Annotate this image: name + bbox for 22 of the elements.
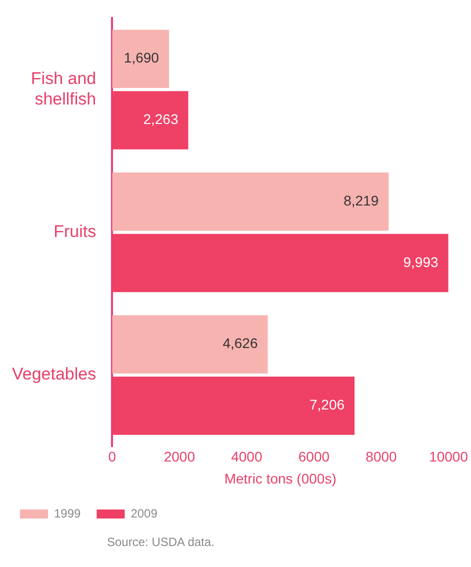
y-tick-label: Fruits	[54, 222, 96, 241]
bar	[112, 30, 169, 88]
bar	[112, 172, 389, 231]
x-tick-label: 6000	[298, 448, 330, 465]
x-tick-label: 4000	[231, 448, 262, 465]
x-tick-label: 8000	[366, 448, 398, 465]
data-label: 7,206	[309, 396, 345, 413]
x-tick-label: 2000	[164, 448, 196, 465]
legend-label: 1999	[54, 506, 82, 520]
bar	[112, 315, 268, 374]
y-tick-label: Vegetables	[12, 364, 96, 384]
data-label: 4,626	[222, 335, 258, 352]
data-label: 8,219	[344, 192, 379, 208]
data-label: 2,263	[143, 111, 178, 128]
x-tick-label: 10000	[429, 448, 468, 465]
y-tick-label: Fish and shellfish	[30, 69, 96, 108]
x-axis-title: Metric tons (000s)	[224, 470, 336, 486]
source-note: Source: USDA data.	[107, 535, 214, 549]
data-label: 1,690	[124, 50, 160, 66]
legend-label: 2009	[130, 506, 158, 520]
data-label: 9,993	[403, 254, 438, 270]
x-tick-label: 0	[108, 448, 116, 465]
